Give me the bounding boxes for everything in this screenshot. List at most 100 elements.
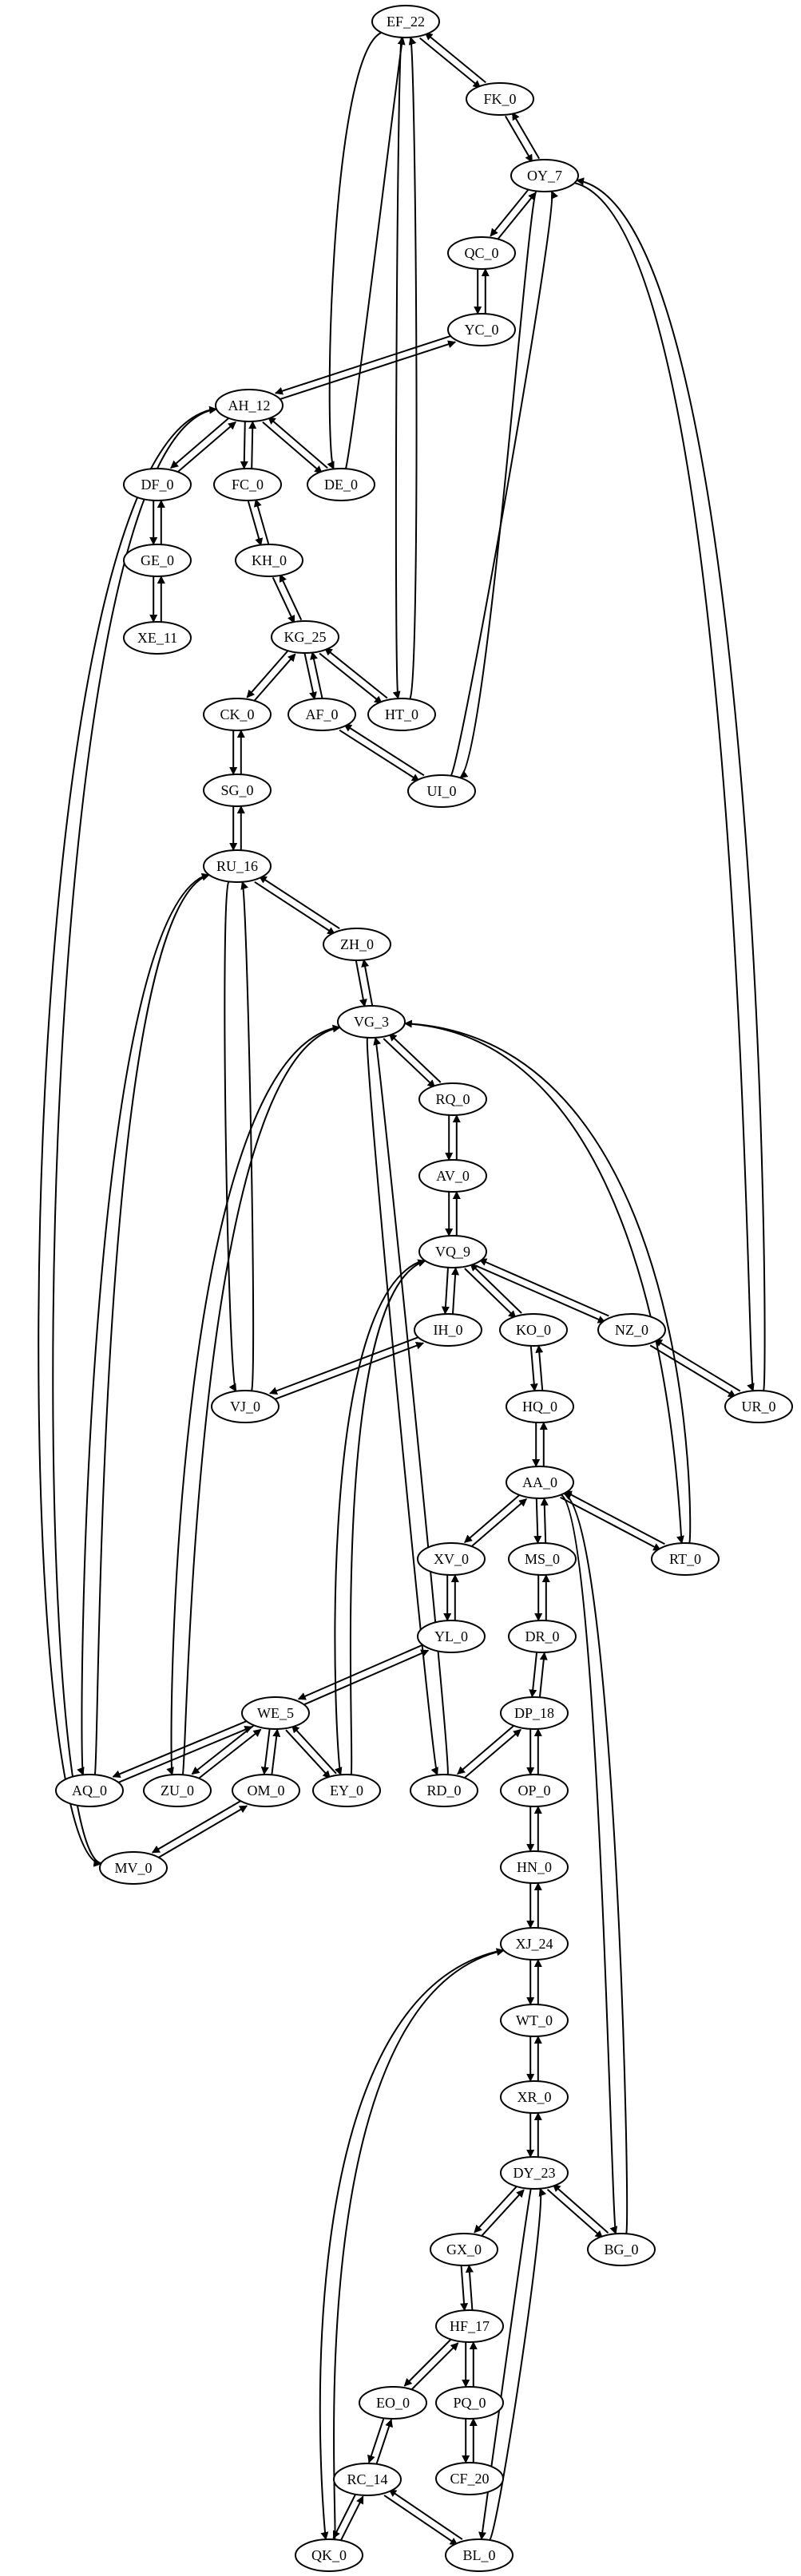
edge-vq_9-to-ih_0 bbox=[441, 1267, 450, 1315]
node-ellipse bbox=[500, 2156, 569, 2190]
edge-ef_22-to-de_0 bbox=[327, 31, 383, 470]
edge-ey_0-to-we_5 bbox=[291, 1724, 337, 1775]
edge-rt_0-to-aa_0 bbox=[563, 1490, 665, 1545]
edge-af_0-to-ui_0 bbox=[339, 729, 420, 782]
node-ellipse bbox=[232, 1774, 300, 1807]
node-label: WE_5 bbox=[257, 1705, 294, 1721]
node-ah-12: AH_12 bbox=[215, 389, 284, 422]
edge-ko_0-to-hq_0 bbox=[529, 1346, 538, 1392]
node-label: KH_0 bbox=[252, 552, 287, 568]
node-label: AQ_0 bbox=[72, 1783, 107, 1798]
node-ellipse bbox=[418, 1082, 487, 1116]
node-ellipse bbox=[371, 5, 440, 38]
edge-bl_0-to-rc_14 bbox=[388, 2488, 463, 2540]
edge-ih_0-to-vq_9 bbox=[451, 1267, 460, 1315]
edge-dy_23-to-bl_0 bbox=[478, 2188, 532, 2540]
edge-hq_0-to-ko_0 bbox=[535, 1344, 544, 1391]
node-qc-0: QC_0 bbox=[447, 236, 516, 270]
edge-bg_0-to-aa_0 bbox=[563, 1492, 629, 2234]
node-we-5: WE_5 bbox=[241, 1696, 310, 1730]
node-label: EY_0 bbox=[330, 1783, 363, 1798]
edge-bl_0-to-dy_23 bbox=[489, 2187, 547, 2541]
edge-we_5-to-ey_0 bbox=[285, 1729, 331, 1779]
node-ellipse bbox=[367, 698, 436, 731]
node-label: XV_0 bbox=[434, 1551, 469, 1567]
edge-zh_0-to-ru_16 bbox=[258, 875, 340, 930]
edge-aa_0-to-rt_0 bbox=[560, 1496, 662, 1551]
edge-vg_3-to-zu_0 bbox=[166, 1026, 340, 1776]
node-label: OM_0 bbox=[247, 1783, 284, 1798]
edge-dy_23-to-gx_0 bbox=[474, 2184, 519, 2234]
node-ellipse bbox=[500, 2004, 569, 2037]
node-nz-0: NZ_0 bbox=[597, 1313, 666, 1347]
node-oy-7: OY_7 bbox=[510, 159, 579, 192]
edge-hf_17-to-eo_0 bbox=[403, 2337, 453, 2387]
node-ellipse bbox=[500, 1927, 569, 1961]
edge-ru_16-to-vj_0 bbox=[224, 880, 237, 1392]
edge-xj_24-to-qk_0 bbox=[319, 1949, 504, 2541]
edge-rd_0-to-dp_18 bbox=[462, 1728, 521, 1780]
node-label: NZ_0 bbox=[615, 1322, 648, 1338]
node-pq-0: PQ_0 bbox=[435, 2386, 504, 2420]
edge-ck_0-to-kg_25 bbox=[252, 653, 296, 703]
node-ellipse bbox=[500, 1774, 569, 1807]
node-label: CK_0 bbox=[220, 706, 254, 722]
edge-vg_3-to-rq_0 bbox=[383, 1038, 436, 1088]
edge-ef_22-to-ht_0 bbox=[392, 37, 402, 700]
node-qk-0: QK_0 bbox=[295, 2538, 363, 2572]
node-ellipse bbox=[587, 2233, 656, 2266]
node-label: EO_0 bbox=[376, 2395, 410, 2411]
edge-ui_0-to-af_0 bbox=[343, 723, 425, 777]
node-label: CF_20 bbox=[450, 2471, 489, 2487]
node-ellipse bbox=[241, 1696, 310, 1730]
node-label: SG_0 bbox=[220, 782, 253, 798]
node-label: HN_0 bbox=[517, 1859, 552, 1875]
node-ellipse bbox=[466, 82, 534, 116]
node-ellipse bbox=[500, 1850, 569, 1884]
edge-kh_0-to-fc_0 bbox=[253, 498, 270, 544]
node-ellipse bbox=[271, 620, 339, 654]
node-label: RT_0 bbox=[669, 1551, 701, 1567]
node-label: PQ_0 bbox=[453, 2395, 486, 2411]
edge-ef_22-to-fk_0 bbox=[419, 37, 482, 89]
node-ellipse bbox=[435, 2462, 504, 2495]
node-ellipse bbox=[418, 1159, 487, 1193]
edge-kg_25-to-ht_0 bbox=[319, 652, 383, 704]
node-rc-14: RC_14 bbox=[333, 2463, 402, 2496]
edge-mv_0-to-om_0 bbox=[156, 1805, 248, 1860]
node-ellipse bbox=[506, 1466, 574, 1499]
edge-dp_18-to-dr_0 bbox=[538, 1652, 548, 1698]
node-label: XE_11 bbox=[137, 630, 177, 646]
node-ellipse bbox=[414, 1313, 482, 1347]
edge-dp_18-to-rd_0 bbox=[457, 1723, 516, 1775]
edge-kg_25-to-ck_0 bbox=[246, 648, 290, 698]
edge-ah_12-to-mv_0 bbox=[38, 408, 217, 1867]
node-label: EF_22 bbox=[387, 14, 425, 30]
node-rt-0: RT_0 bbox=[651, 1542, 720, 1576]
edge-mv_0-to-ah_12 bbox=[52, 406, 218, 1865]
node-label: VQ_9 bbox=[435, 1244, 470, 1260]
node-ellipse bbox=[312, 1774, 381, 1807]
edge-ht_0-to-ef_22 bbox=[408, 36, 418, 700]
edge-aa_0-to-ms_0 bbox=[533, 1498, 542, 1545]
node-xr-0: XR_0 bbox=[500, 2080, 569, 2114]
node-ms-0: MS_0 bbox=[508, 1542, 577, 1576]
node-zh-0: ZH_0 bbox=[323, 928, 391, 961]
node-ellipse bbox=[407, 774, 476, 808]
edge-rt_0-to-vg_3 bbox=[403, 1019, 692, 1544]
node-label: AV_0 bbox=[436, 1168, 470, 1184]
node-label: AF_0 bbox=[305, 706, 338, 722]
edge-bg_0-to-dy_23 bbox=[552, 2183, 609, 2234]
node-ellipse bbox=[337, 1005, 406, 1039]
node-ellipse bbox=[417, 1620, 486, 1653]
edge-yl_0-to-we_5 bbox=[297, 1643, 426, 1700]
node-ru-16: RU_16 bbox=[203, 849, 272, 883]
edge-ey_0-to-vq_9 bbox=[349, 1259, 426, 1775]
edge-ur_0-to-oy_7 bbox=[576, 177, 766, 1391]
node-bl-0: BL_0 bbox=[445, 2538, 514, 2572]
node-label: BL_0 bbox=[462, 2547, 495, 2563]
edge-vg_3-to-rt_0 bbox=[404, 1023, 684, 1545]
edge-qk_0-to-xj_24 bbox=[332, 1948, 505, 2540]
node-label: MS_0 bbox=[525, 1551, 560, 1567]
node-wt-0: WT_0 bbox=[500, 2004, 569, 2037]
